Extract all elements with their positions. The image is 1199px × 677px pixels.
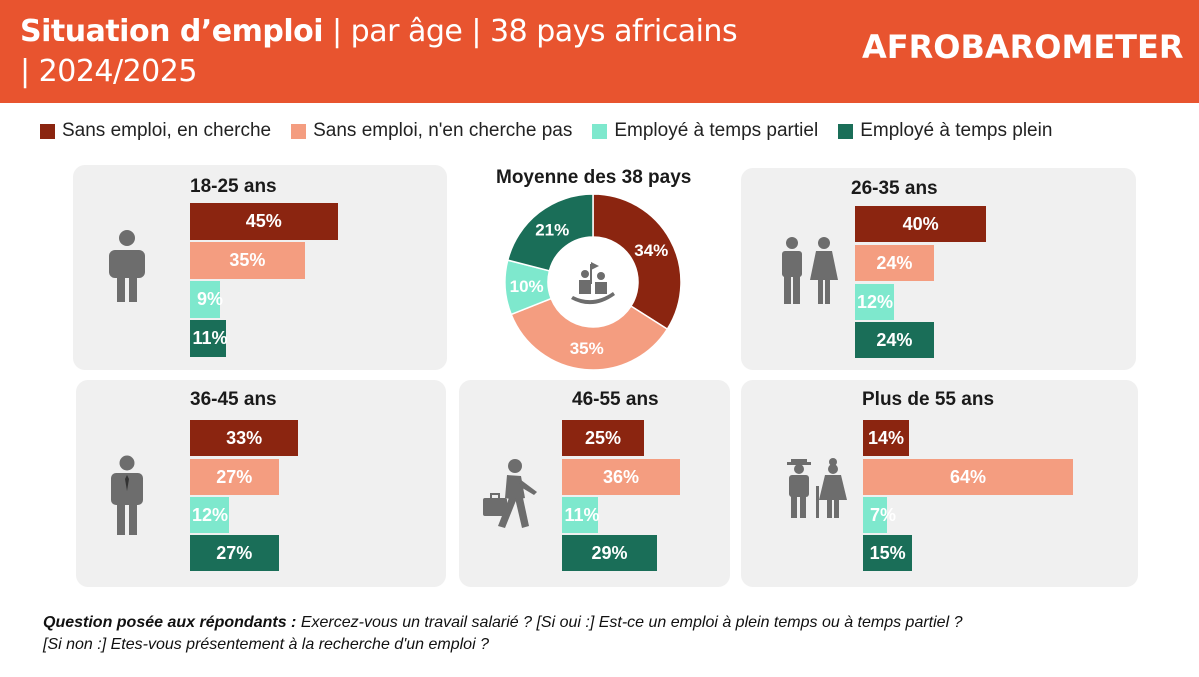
legend-label: Employé à temps plein — [860, 120, 1053, 141]
bar-label: 29% — [591, 543, 628, 563]
pie-slice — [592, 193, 682, 331]
footnote-label: Question posée aux répondants : — [43, 614, 297, 631]
pie-chart: 34% 35% 10% 21% — [504, 193, 682, 371]
header-banner: Situation d’emploi | par âge | 38 pays a… — [0, 0, 1199, 103]
title-line2: | 2024/2025 — [20, 54, 197, 89]
bar-label: 40% — [902, 214, 939, 234]
bar — [562, 420, 644, 456]
bar-label: 14% — [867, 428, 904, 448]
bar — [562, 497, 599, 533]
bar — [863, 459, 1073, 495]
bar-panel-title: 46-55 ans — [572, 389, 659, 410]
footnote-question: Exercez-vous un travail salarié ? [Si ou… — [296, 614, 963, 631]
footnote-line2: [Si non :] Etes-vous présentement à la r… — [43, 636, 489, 653]
bar — [562, 459, 681, 495]
bar-label: 33% — [226, 428, 263, 448]
bar-panel-title: 18-25 ans — [190, 176, 277, 197]
bar — [190, 203, 338, 240]
bar-label: 24% — [876, 330, 913, 350]
man-woman-icon — [782, 237, 838, 304]
legend-swatch — [838, 123, 854, 139]
bar-label: 45% — [245, 211, 282, 231]
bar — [190, 281, 220, 318]
student-icon — [109, 230, 145, 302]
bar — [190, 242, 305, 279]
bar-label: 12% — [191, 505, 229, 525]
bar — [190, 459, 279, 495]
bar — [190, 535, 279, 571]
panel-26-35 — [741, 168, 1136, 370]
pie-slice-label: 35% — [570, 339, 604, 358]
legend-item-ne-cherche-pas: Sans emploi, n'en cherche pas — [291, 120, 572, 142]
legend-swatch — [592, 123, 608, 139]
bar-label: 9% — [196, 289, 223, 309]
bar-label: 27% — [216, 467, 253, 487]
legend-label: Employé à temps partiel — [614, 120, 819, 141]
bar-label: 24% — [876, 253, 913, 273]
bar-label: 15% — [869, 543, 906, 563]
elderly-couple-icon — [787, 458, 847, 518]
pie-title: Moyenne des 38 pays — [496, 167, 692, 188]
bar — [855, 245, 934, 281]
legend-label: Sans emploi, n'en cherche pas — [313, 120, 573, 141]
legend-item-temps-partiel: Employé à temps partiel — [592, 120, 818, 142]
bar — [855, 322, 934, 358]
pie-slice — [506, 193, 594, 272]
bar — [863, 497, 887, 533]
title-bold: Situation d’emploi — [20, 14, 324, 49]
title-rest: | par âge | 38 pays africains — [323, 14, 738, 49]
people-group-icon — [571, 262, 615, 305]
bar-panel-title: 26-35 ans — [851, 178, 938, 199]
page-title: Situation d’emploi | par âge | 38 pays a… — [20, 12, 780, 92]
pie-slice — [510, 297, 669, 371]
pie-slice-label: 21% — [535, 220, 569, 239]
bar — [855, 206, 987, 242]
legend-label: Sans emploi, en cherche — [62, 120, 272, 141]
legend-swatch — [291, 123, 307, 139]
bar-label: 64% — [949, 467, 986, 487]
bar — [190, 497, 230, 533]
bar-label: 27% — [216, 543, 253, 563]
legend-item-cherche: Sans emploi, en cherche — [40, 120, 271, 142]
bar-label: 25% — [584, 428, 622, 448]
bar — [562, 535, 658, 571]
afrobarometer-logo: AFROBAROMETER — [862, 28, 1184, 66]
bar — [855, 284, 895, 320]
bar — [190, 420, 299, 456]
legend: Sans emploi, en cherche Sans emploi, n'e… — [40, 118, 1072, 144]
pie-slice-label: 34% — [634, 241, 668, 260]
bar — [190, 320, 227, 357]
pie-slice-label: 10% — [510, 277, 544, 296]
legend-swatch — [40, 123, 55, 139]
businessman-icon — [111, 455, 143, 535]
bar-panel-title: Plus de 55 ans — [862, 389, 995, 410]
bar-label: 7% — [869, 505, 896, 525]
bar — [863, 420, 909, 456]
walking-with-briefcase-icon — [483, 459, 537, 528]
bar-label: 11% — [564, 505, 600, 525]
bar-panel-title: 36-45 ans — [190, 389, 277, 410]
bar-label: 12% — [856, 292, 894, 312]
footnote: Question posée aux répondants : Exercez-… — [43, 612, 1163, 656]
bar-label: 11% — [192, 328, 228, 348]
bar-label: 35% — [229, 250, 266, 270]
legend-item-temps-plein: Employé à temps plein — [838, 120, 1052, 142]
bar-label: 36% — [603, 467, 640, 487]
bar — [863, 535, 913, 571]
